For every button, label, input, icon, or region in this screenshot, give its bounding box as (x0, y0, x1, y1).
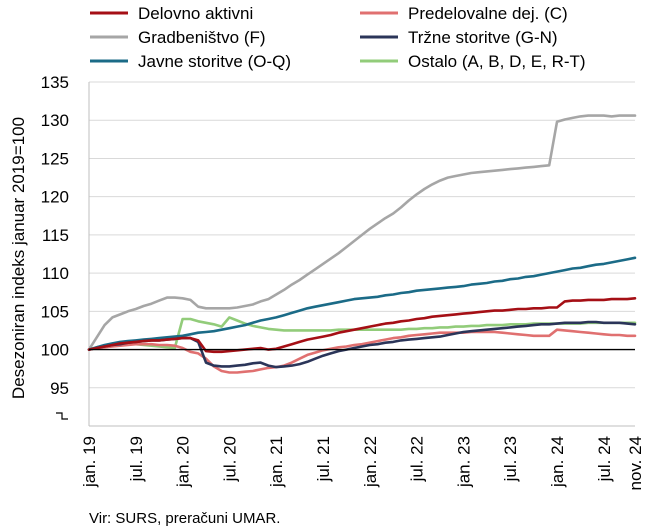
y-tick-label: 130 (41, 111, 69, 130)
x-tick-label: jul. 21 (314, 436, 333, 482)
x-tick-label: jul. 24 (595, 436, 614, 482)
legend-label: Javne storitve (O-Q) (138, 52, 291, 71)
source-note: Vir: SURS, preračuni UMAR. (89, 510, 280, 527)
x-tick-label: jul. 20 (220, 436, 239, 482)
x-tick-label: jul. 22 (408, 436, 427, 482)
x-tick-label: jan. 21 (267, 436, 286, 488)
axis-break-marker (56, 412, 68, 420)
y-tick-label: 135 (41, 73, 69, 92)
y-tick-label: 95 (50, 379, 69, 398)
legend-label: Gradbeništvo (F) (138, 28, 266, 47)
legend-label: Delovno aktivni (138, 4, 253, 23)
series-line-0 (87, 296, 637, 354)
series-line-2 (87, 114, 637, 351)
y-tick-label: 125 (41, 149, 69, 168)
y-tick-label: 120 (41, 188, 69, 207)
legend: Delovno aktivni Predelovalne dej. (C) Grad… (90, 4, 586, 71)
x-tick-label: jan. 22 (361, 436, 380, 488)
x-tick-label: jan. 20 (174, 436, 193, 488)
legend-label: Tržne storitve (G-N) (408, 28, 558, 47)
y-axis-label: Desezoniran indeks januar 2019=100 (9, 117, 28, 399)
series-line-1 (87, 328, 637, 374)
legend-label: Ostalo (A, B, D, E, R-T) (408, 52, 586, 71)
y-tick-label: 105 (41, 302, 69, 321)
y-tick-label: 110 (42, 264, 69, 283)
x-tick-label: jan. 19 (80, 436, 99, 488)
x-tick-label: jul. 23 (501, 436, 520, 482)
x-tick-label: jan. 24 (548, 436, 567, 488)
axes: 95 100 105 110 115 120 125 130 135 jan. 19 jul. 19… (41, 73, 645, 491)
x-tick-label: nov. 24 (626, 436, 645, 491)
y-tick-label: 115 (42, 226, 69, 245)
legend-label: Predelovalne dej. (C) (408, 4, 568, 23)
x-tick-label: jul. 19 (127, 436, 146, 482)
series-lines (87, 114, 637, 374)
y-tick-label: 100 (41, 341, 69, 360)
x-tick-label: jan. 23 (454, 436, 473, 488)
series-line-4 (87, 256, 637, 351)
